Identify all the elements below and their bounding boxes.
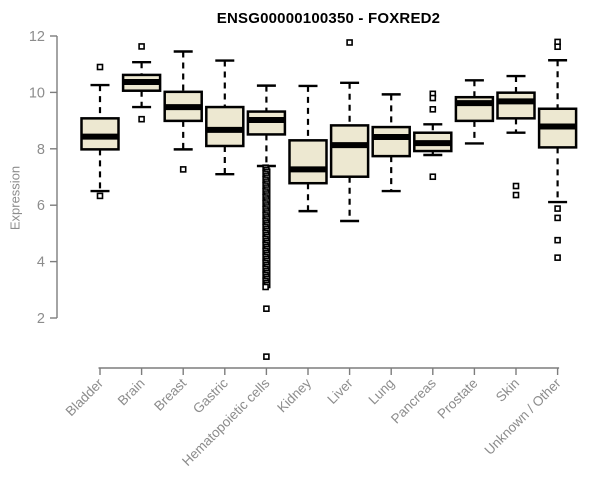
outlier-point [512, 191, 520, 199]
outlier-point [429, 173, 437, 181]
outlier-point [263, 305, 270, 312]
outlier-point [554, 43, 561, 51]
x-tick-label: Lung [365, 376, 397, 408]
outlier-point [262, 283, 269, 291]
outlier-point [263, 353, 270, 360]
y-tick-label: 12 [29, 29, 45, 45]
y-tick-label: 4 [37, 255, 45, 271]
outlier-point [554, 214, 561, 222]
outlier-point [96, 192, 104, 200]
y-tick-label: 6 [37, 198, 45, 214]
y-tick-label: 8 [37, 142, 45, 158]
x-tick-label: Gastric [190, 375, 231, 416]
outlier-point [179, 166, 187, 173]
x-tick-label: Prostate [434, 376, 480, 422]
outlier-point [138, 115, 145, 123]
x-tick-label: Breast [151, 375, 189, 413]
x-tick-label: Skin [493, 376, 522, 405]
box-kidney [288, 139, 328, 185]
outlier-point [512, 182, 520, 190]
outlier-point [429, 94, 437, 102]
y-tick-label: 10 [29, 85, 45, 101]
outlier-point [346, 39, 353, 46]
x-tick-label: Liver [324, 375, 356, 407]
outlier-point [138, 43, 145, 50]
x-tick-label: Pancreas [388, 375, 439, 426]
outlier-point [429, 106, 437, 113]
box-gastric [205, 105, 245, 148]
outlier-point [554, 205, 561, 212]
chart-title: ENSG00000100350 - FOXRED2 [216, 10, 441, 27]
x-tick-label: Brain [115, 376, 148, 409]
outlier-point [554, 236, 561, 244]
box-skin [496, 91, 536, 120]
x-tick-label: Bladder [63, 375, 107, 419]
x-tick-label: Kidney [274, 375, 314, 415]
outlier-point [96, 63, 104, 71]
y-tick-label: 2 [37, 311, 45, 327]
box-lung [371, 125, 411, 158]
x-tick-label: Unknown / Other [481, 375, 564, 458]
outlier-point [554, 254, 561, 261]
box-liver [329, 124, 370, 178]
